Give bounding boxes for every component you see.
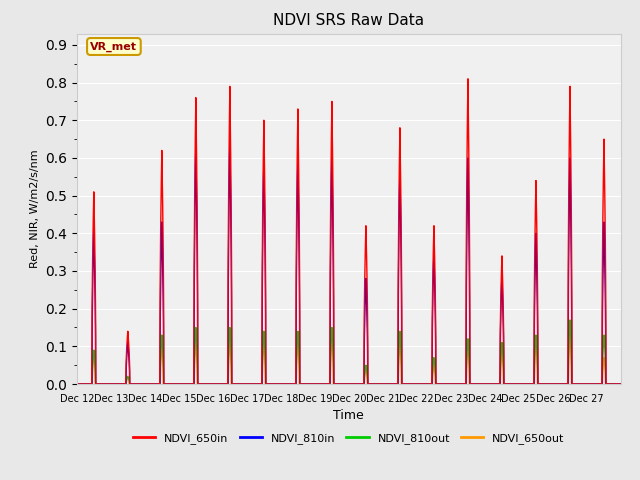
NDVI_810in <box>534 381 541 387</box>
NDVI_650out <box>419 381 426 387</box>
NDVI_810in <box>611 381 619 387</box>
NDVI_810in <box>419 381 426 387</box>
NDVI_650in <box>419 381 426 387</box>
Y-axis label: Red, NIR, W/m2/s/nm: Red, NIR, W/m2/s/nm <box>29 149 40 268</box>
NDVI_810out <box>419 381 426 387</box>
NDVI_650in <box>184 381 192 387</box>
NDVI_650in <box>73 381 81 387</box>
NDVI_810out <box>73 381 81 387</box>
NDVI_650out <box>501 381 509 387</box>
NDVI_810in <box>501 381 509 387</box>
NDVI_810out <box>501 381 509 387</box>
NDVI_810in <box>617 381 625 387</box>
Legend: NDVI_650in, NDVI_810in, NDVI_810out, NDVI_650out: NDVI_650in, NDVI_810in, NDVI_810out, NDV… <box>129 429 569 448</box>
NDVI_810in <box>184 381 192 387</box>
NDVI_810out <box>566 317 574 323</box>
NDVI_650in <box>464 76 472 82</box>
Line: NDVI_650in: NDVI_650in <box>77 79 621 384</box>
Line: NDVI_650out: NDVI_650out <box>77 335 621 384</box>
NDVI_650out <box>184 381 192 387</box>
NDVI_650in <box>501 381 509 387</box>
NDVI_810out <box>534 381 541 387</box>
Line: NDVI_810in: NDVI_810in <box>77 139 621 384</box>
NDVI_650out <box>73 381 81 387</box>
NDVI_650out <box>467 381 474 387</box>
NDVI_650out <box>534 381 541 387</box>
NDVI_810in <box>467 381 474 387</box>
Text: VR_met: VR_met <box>90 41 138 52</box>
Title: NDVI SRS Raw Data: NDVI SRS Raw Data <box>273 13 424 28</box>
NDVI_810out <box>184 381 192 387</box>
NDVI_650out <box>617 381 625 387</box>
NDVI_810out <box>467 381 474 387</box>
NDVI_810out <box>617 381 625 387</box>
NDVI_650in <box>617 381 625 387</box>
X-axis label: Time: Time <box>333 409 364 422</box>
NDVI_810in <box>226 136 234 142</box>
NDVI_810in <box>73 381 81 387</box>
Line: NDVI_810out: NDVI_810out <box>77 320 621 384</box>
NDVI_650out <box>566 332 574 338</box>
NDVI_650in <box>467 381 474 387</box>
NDVI_650in <box>534 323 541 328</box>
NDVI_650out <box>611 381 619 387</box>
NDVI_810out <box>611 381 619 387</box>
NDVI_650in <box>611 381 619 387</box>
